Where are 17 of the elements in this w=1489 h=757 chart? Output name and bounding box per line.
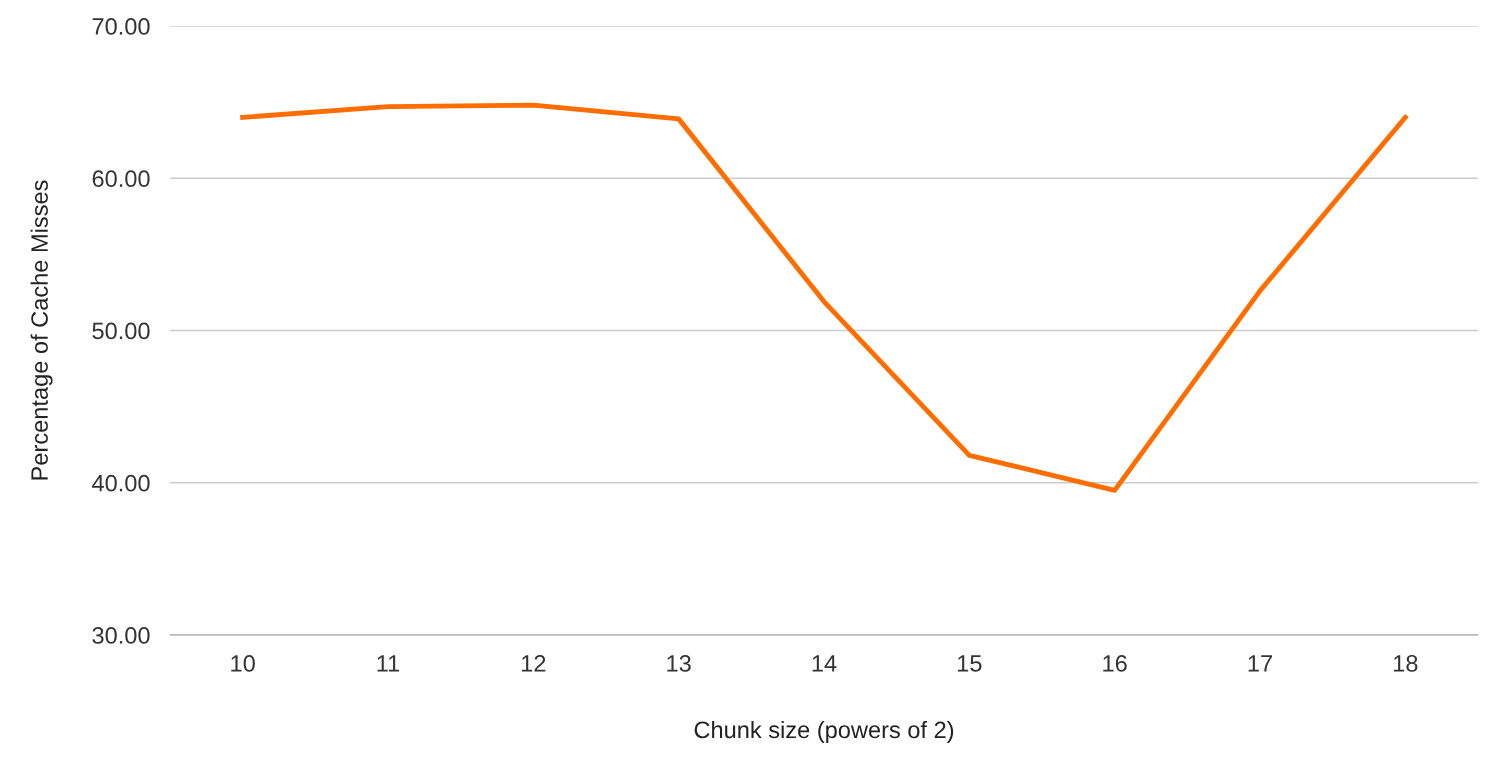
line-series	[240, 102, 1408, 493]
x-tick-label: 12	[522, 655, 546, 672]
y-tick-label: 70.00	[92, 18, 150, 35]
x-tick-label: 18	[1394, 655, 1418, 672]
x-tick-label: 14	[812, 655, 837, 672]
x-tick-label: 17	[1248, 655, 1272, 672]
y-axis-title: Percentage of Cache Misses	[30, 180, 53, 480]
x-tick-label: 15	[958, 655, 982, 672]
y-tick-label: 50.00	[92, 322, 150, 340]
x-axis-title: Chunk size (powers of 2)	[694, 720, 954, 743]
y-tick-label: 30.00	[92, 627, 150, 644]
y-tick-label: 60.00	[92, 170, 150, 188]
x-tick-label: 11	[377, 655, 400, 672]
x-tick-label: 16	[1103, 655, 1127, 672]
x-tick-label: 10	[231, 655, 255, 672]
y-tick-label: 40.00	[92, 474, 150, 492]
x-tick-label: 13	[667, 655, 691, 672]
